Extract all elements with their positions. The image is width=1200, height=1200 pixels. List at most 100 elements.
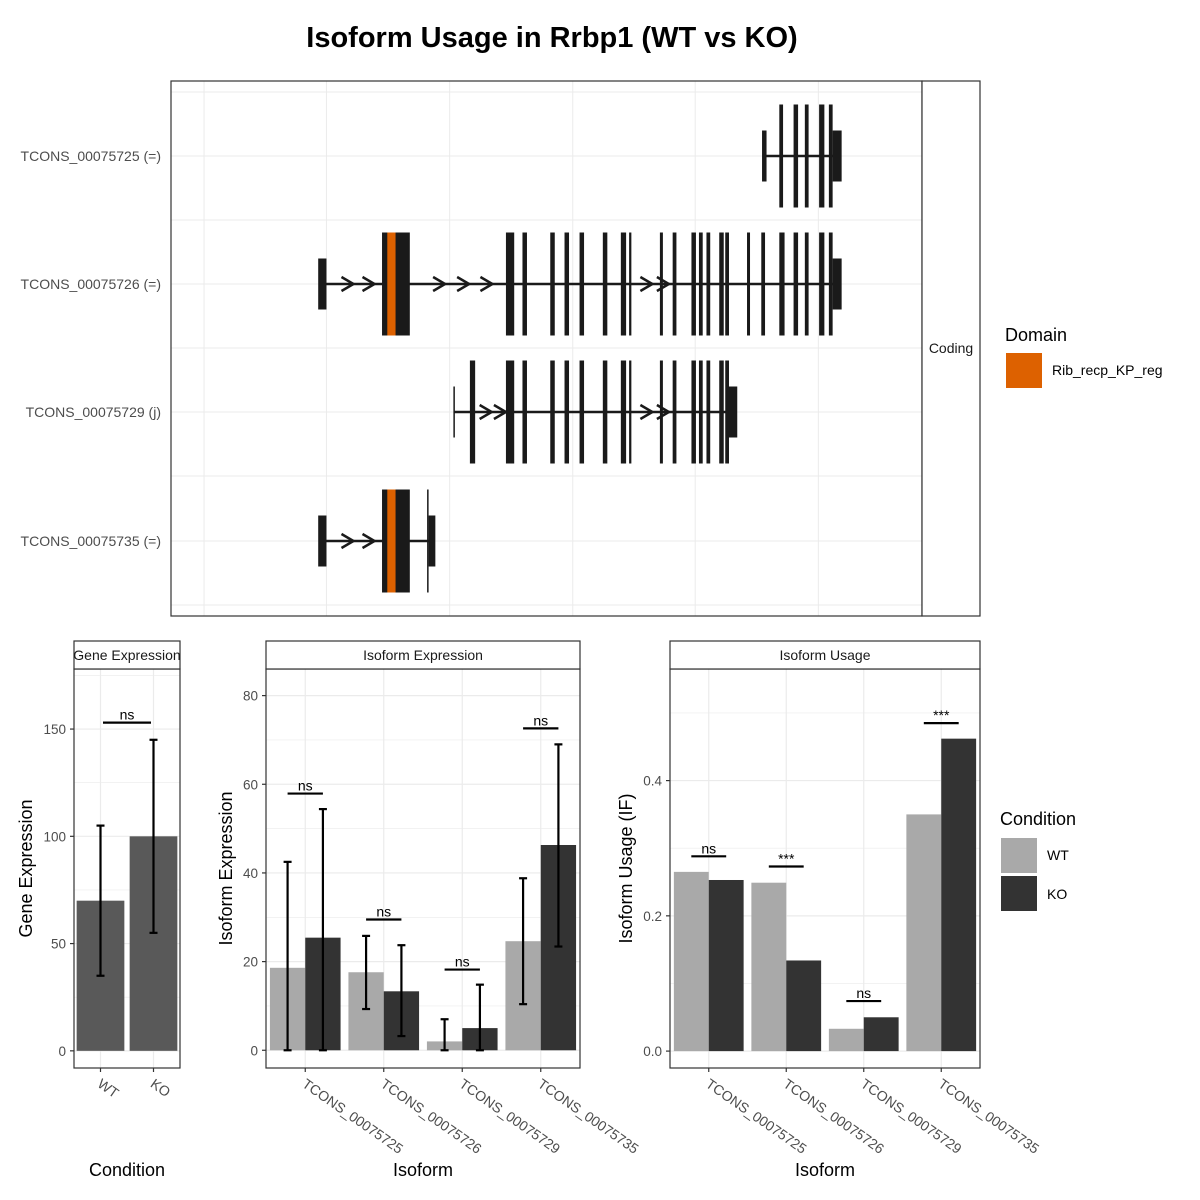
y-tick-label: 50	[51, 937, 66, 952]
condition-legend: Condition WT KO	[1000, 809, 1076, 911]
significance-label: ns	[120, 707, 135, 723]
exon	[706, 360, 711, 464]
bar-ko	[708, 879, 744, 1052]
exon	[564, 360, 570, 464]
x-tick-label: WT	[95, 1075, 122, 1101]
exon	[382, 232, 410, 336]
intron-arrow	[340, 532, 356, 550]
exon	[719, 360, 724, 464]
y-tick-label: 20	[243, 955, 258, 970]
exon	[620, 360, 627, 464]
isoform-usage-panel: ns***ns***Isoform Usage0.00.20.4TCONS_00…	[616, 640, 1042, 1180]
exon	[728, 386, 738, 438]
intron-arrow	[456, 275, 472, 293]
isoform-label: TCONS_00075729 (j)	[26, 404, 161, 420]
exon	[747, 232, 751, 336]
domain-legend-key	[1006, 353, 1042, 388]
y-tick-label: 0	[250, 1043, 258, 1058]
exon	[659, 360, 663, 464]
exon	[832, 258, 842, 310]
bar-ko	[786, 960, 822, 1052]
exon	[629, 232, 632, 336]
y-tick-label: 100	[43, 829, 66, 844]
significance-label: ns	[455, 954, 470, 970]
intron-arrow	[361, 275, 377, 293]
exon	[550, 360, 555, 464]
exon	[453, 386, 455, 438]
y-tick-label: 40	[243, 866, 258, 881]
exon	[719, 232, 724, 336]
x-axis-title: Isoform	[393, 1160, 453, 1180]
exon	[382, 489, 410, 593]
gene-expression-panel: ns Gene Expression 0 50 100 150 WT KO Condition G…	[16, 640, 181, 1180]
y-axis-title: Isoform Usage (IF)	[616, 793, 636, 943]
exon	[828, 104, 833, 208]
exon	[659, 232, 663, 336]
exon	[505, 232, 515, 336]
x-tick-label: KO	[148, 1075, 174, 1100]
exon	[579, 360, 585, 464]
panel-strip-title: Isoform Expression	[363, 647, 483, 663]
condition-legend-title: Condition	[1000, 809, 1076, 829]
y-tick-label: 150	[43, 722, 66, 737]
intron-arrow	[639, 275, 655, 293]
exon	[522, 232, 527, 336]
isoform-label: TCONS_00075735 (=)	[21, 533, 161, 549]
intron-arrow	[479, 275, 495, 293]
exon	[828, 232, 833, 336]
intron-arrow	[361, 532, 377, 550]
bar-ko	[941, 738, 977, 1052]
exon	[428, 515, 436, 567]
exon	[602, 232, 608, 336]
exon	[427, 489, 429, 593]
y-tick-label: 0.4	[643, 774, 662, 789]
exon	[832, 130, 842, 182]
exon	[691, 232, 696, 336]
exon	[522, 360, 527, 464]
significance-label: ns	[856, 985, 871, 1001]
panel-strip-title: Gene Expression	[73, 647, 180, 663]
significance-label: ***	[778, 850, 795, 866]
exon	[579, 232, 585, 336]
x-axis-title: Isoform	[795, 1160, 855, 1180]
legend-wt-label: WT	[1047, 847, 1069, 863]
protein-domain	[387, 232, 396, 336]
protein-domain	[387, 489, 396, 593]
exon	[804, 104, 809, 208]
y-tick-label: 80	[243, 689, 258, 704]
y-tick-label: 60	[243, 777, 258, 792]
exon	[505, 360, 515, 464]
exon	[793, 104, 799, 208]
exon	[318, 515, 327, 567]
isoform-label: TCONS_00075726 (=)	[21, 276, 161, 292]
legend-ko-key	[1001, 876, 1037, 911]
exon	[564, 232, 570, 336]
exon	[602, 360, 608, 464]
exon	[706, 232, 711, 336]
bar-wt	[828, 1028, 864, 1052]
bar-wt	[673, 871, 709, 1052]
panel-strip-title: Isoform Usage	[779, 647, 870, 663]
isoform-label: TCONS_00075725 (=)	[21, 148, 161, 164]
exon	[620, 232, 627, 336]
bar-wt	[906, 814, 942, 1052]
exon	[318, 258, 327, 310]
exon	[691, 360, 696, 464]
significance-label: ns	[376, 903, 391, 919]
domain-legend-label: Rib_recp_KP_reg	[1052, 362, 1163, 378]
y-tick-label: 0.0	[643, 1044, 662, 1059]
exon	[725, 232, 729, 336]
domain-legend: Domain Rib_recp_KP_reg	[1005, 325, 1163, 388]
isoform-structure-panel: TCONS_00075725 (=) TCONS_00075726 (=) TCON…	[21, 80, 981, 617]
panel-strip	[669, 640, 981, 670]
y-axis-title: Isoform Expression	[216, 791, 236, 945]
exon	[762, 130, 767, 182]
y-tick-label: 0	[58, 1044, 66, 1059]
coding-strip-label: Coding	[929, 340, 973, 356]
exon	[469, 360, 476, 464]
exon	[793, 232, 799, 336]
exon	[672, 360, 677, 464]
exon	[761, 232, 766, 336]
significance-label: ***	[933, 707, 950, 723]
